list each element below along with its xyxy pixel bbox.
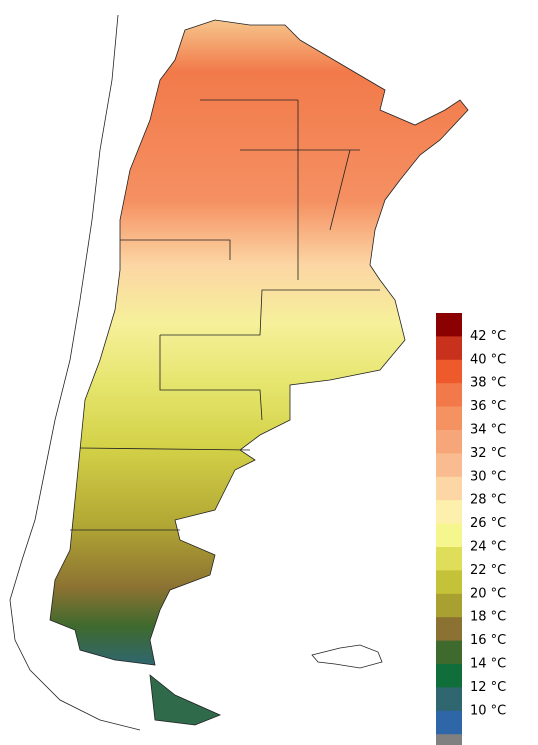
legend-swatch bbox=[436, 453, 462, 478]
legend-swatch bbox=[436, 593, 462, 618]
legend-swatch bbox=[436, 336, 462, 361]
legend-swatch bbox=[436, 359, 462, 384]
legend-swatch bbox=[436, 710, 462, 735]
legend-label: 28 °C bbox=[470, 493, 506, 508]
legend-label: 32 °C bbox=[470, 446, 506, 461]
legend-label: 36 °C bbox=[470, 399, 506, 414]
legend-swatch bbox=[436, 500, 462, 525]
legend-swatch bbox=[436, 570, 462, 595]
legend-label: 12 °C bbox=[470, 680, 506, 695]
legend-label: 26 °C bbox=[470, 516, 506, 531]
legend-swatch bbox=[436, 734, 462, 745]
legend-swatch bbox=[436, 640, 462, 665]
legend-swatch bbox=[436, 523, 462, 548]
legend-swatch bbox=[436, 547, 462, 571]
legend-label: 38 °C bbox=[470, 376, 506, 391]
legend-label: 24 °C bbox=[470, 540, 506, 555]
country bbox=[49, 19, 469, 666]
legend-label: 40 °C bbox=[470, 352, 506, 367]
tierra-del-fuego bbox=[149, 674, 222, 726]
province-lines bbox=[70, 99, 380, 531]
legend: 42 °C 40 °C 38 °C 36 °C 34 °C 32 °C 30 °C 28 °C… bbox=[428, 306, 536, 745]
legend-label: 16 °C bbox=[470, 633, 506, 648]
legend-swatch bbox=[436, 406, 462, 431]
falklands bbox=[311, 644, 383, 669]
legend-label: 42 °C bbox=[470, 329, 506, 344]
legend-swatch bbox=[436, 687, 462, 712]
legend-label: 20 °C bbox=[470, 586, 506, 601]
legend-swatch bbox=[436, 664, 462, 688]
legend-swatch bbox=[436, 476, 462, 501]
coastline bbox=[9, 14, 141, 731]
legend-label: 10 °C bbox=[470, 703, 506, 718]
legend-label: 30 °C bbox=[470, 469, 506, 484]
legend-swatch bbox=[436, 313, 462, 337]
legend-label: 22 °C bbox=[470, 563, 506, 578]
legend-label: 34 °C bbox=[470, 423, 506, 438]
legend-swatch bbox=[436, 383, 462, 408]
legend-swatch bbox=[436, 617, 462, 642]
legend-swatch bbox=[436, 430, 462, 454]
legend-label: 18 °C bbox=[470, 610, 506, 625]
legend-label: 14 °C bbox=[470, 657, 506, 672]
